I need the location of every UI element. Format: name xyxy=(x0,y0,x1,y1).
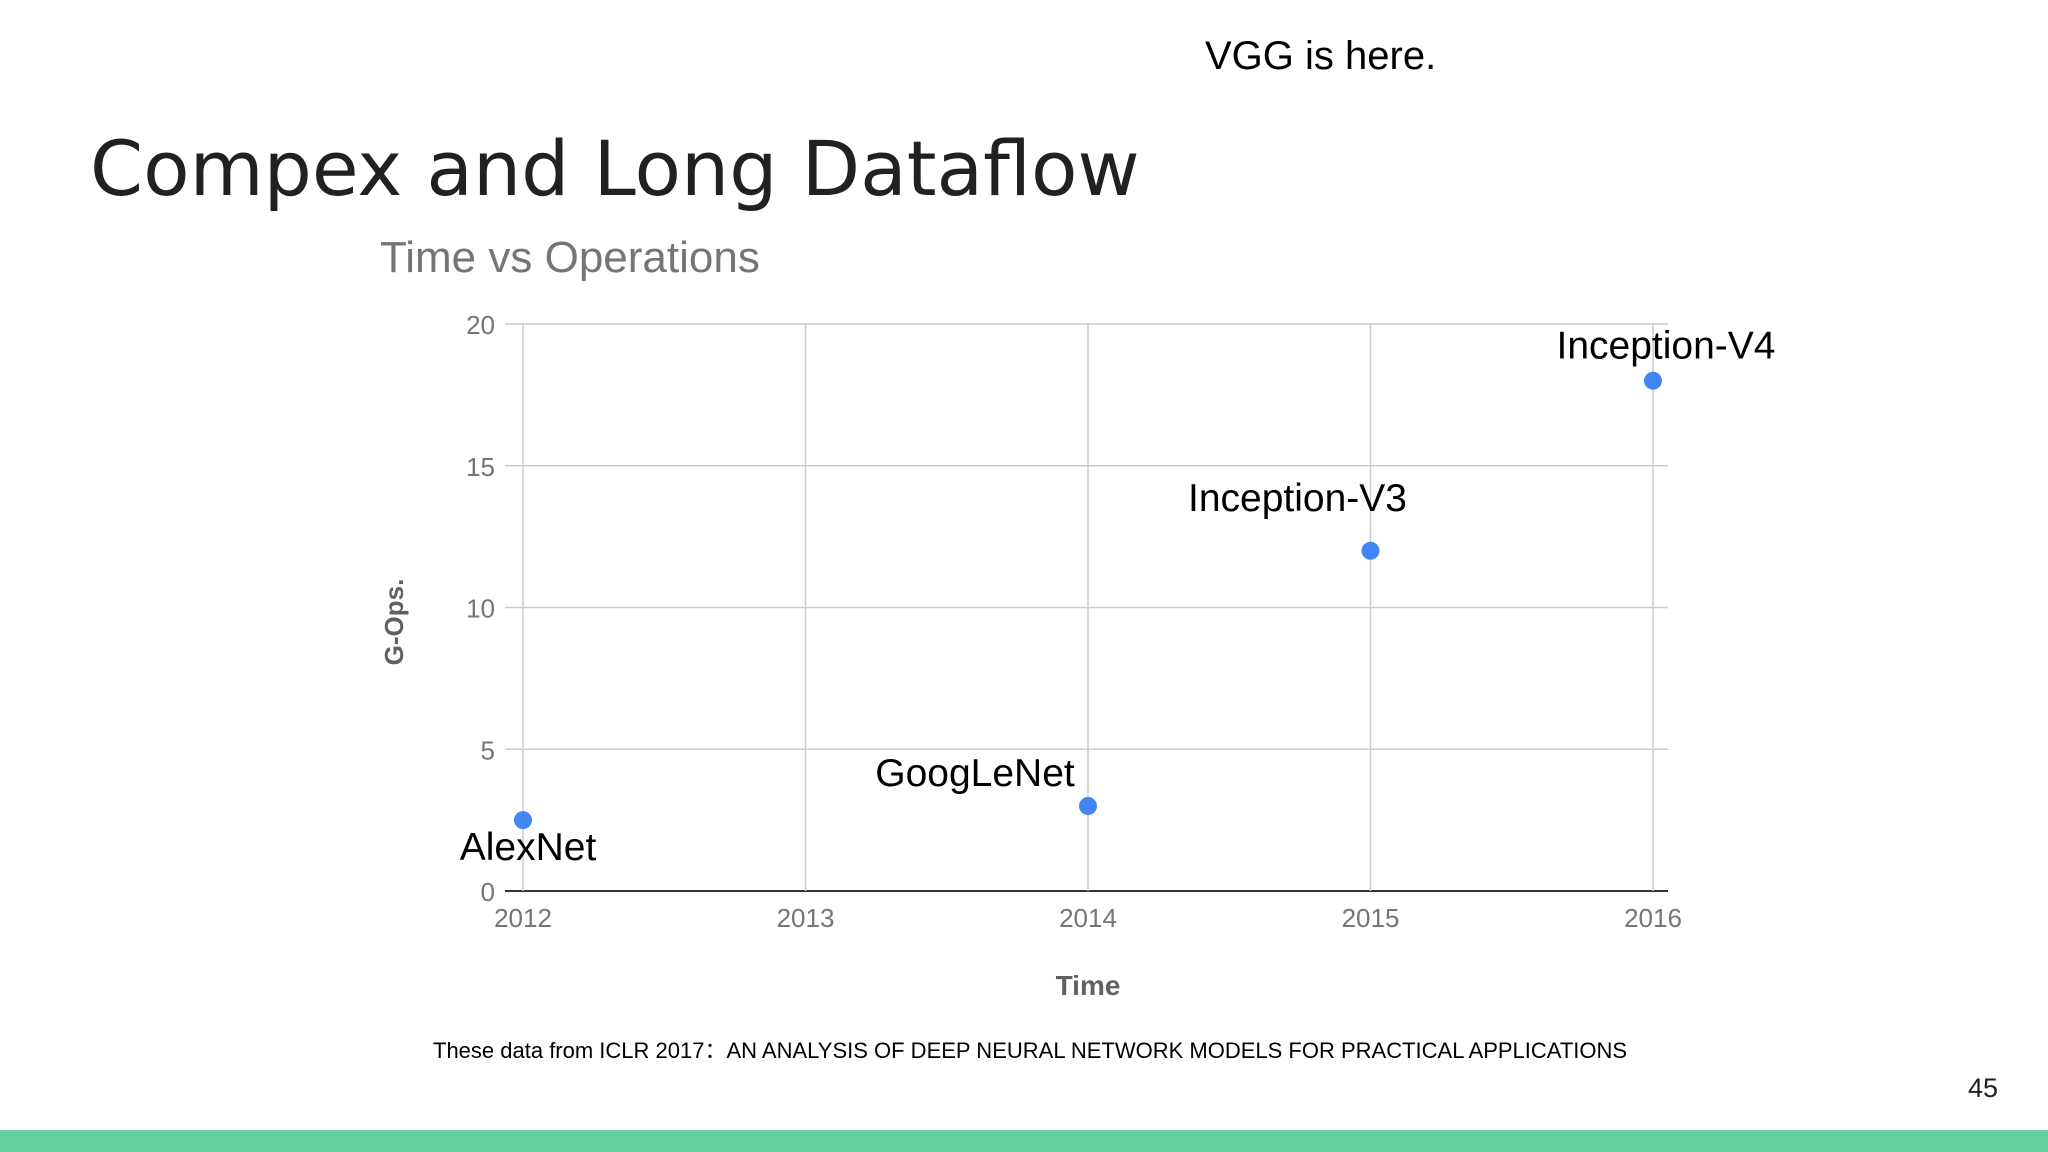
footer-accent-bar xyxy=(0,1130,2048,1152)
y-tick-label: 15 xyxy=(466,452,495,482)
point-label: AlexNet xyxy=(460,826,597,869)
chart-title: Time vs Operations xyxy=(380,233,760,282)
x-tick-label: 2012 xyxy=(494,903,552,933)
x-axis-label: Time xyxy=(1056,970,1121,1001)
data-point xyxy=(1361,541,1380,560)
data-point xyxy=(1644,371,1662,390)
citation: These data from ICLR 2017：AN ANALYSIS OF… xyxy=(433,1038,1628,1063)
y-tick-label: 20 xyxy=(466,310,495,340)
data-point xyxy=(1079,796,1097,815)
x-tick-label: 2015 xyxy=(1342,903,1400,933)
point-label: Inception-V4 xyxy=(1557,325,1776,368)
slide-title: Compex and Long Dataflow xyxy=(90,124,1140,213)
chart-points: AlexNet GoogLeNet Inception-V3 Inception-V4 xyxy=(460,325,1776,869)
page-number: 45 xyxy=(1967,1073,1998,1103)
vgg-note: VGG is here. xyxy=(1205,34,1437,78)
chart-ticks: 0 5 10 15 20 2012 2013 2014 2015 2016 xyxy=(466,310,1682,933)
y-tick-label: 0 xyxy=(481,877,495,907)
data-point xyxy=(514,811,532,830)
x-tick-label: 2016 xyxy=(1624,903,1682,933)
y-tick-label: 5 xyxy=(481,735,495,765)
chart-grid xyxy=(505,323,1668,892)
y-tick-label: 10 xyxy=(466,594,495,624)
point-label: GoogLeNet xyxy=(875,752,1075,795)
y-axis-label: G-Ops. xyxy=(379,579,409,666)
x-tick-label: 2014 xyxy=(1059,903,1117,933)
point-label: Inception-V3 xyxy=(1188,477,1407,520)
x-tick-label: 2013 xyxy=(777,903,835,933)
